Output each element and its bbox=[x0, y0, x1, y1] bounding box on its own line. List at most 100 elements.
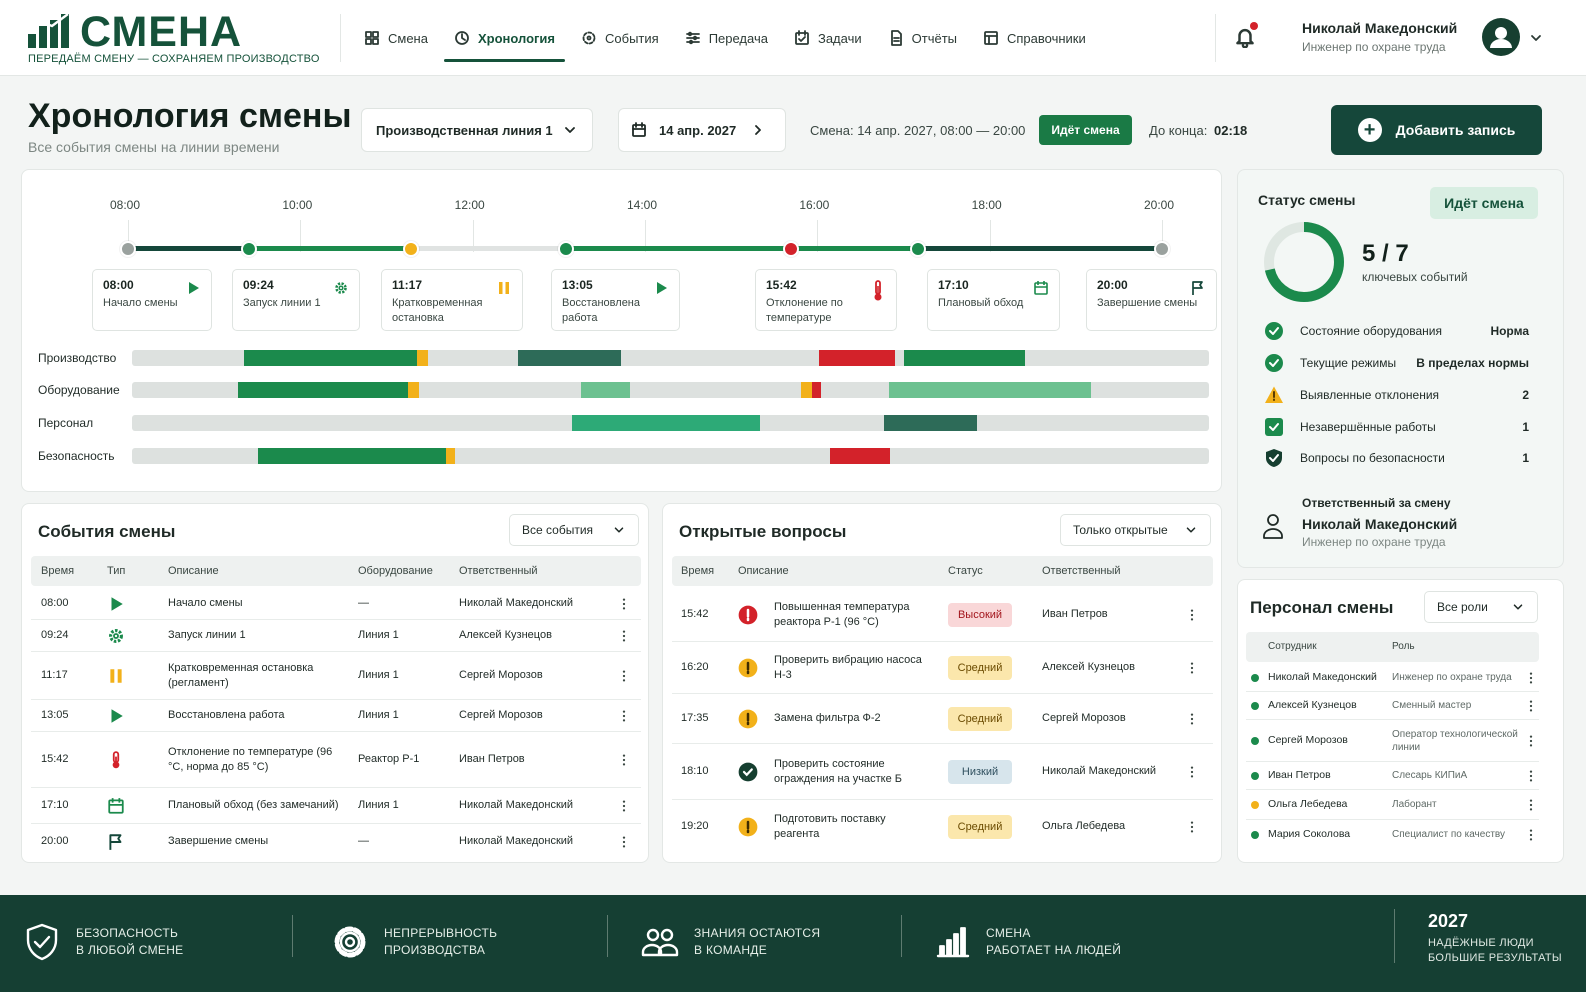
lane-bar[interactable] bbox=[884, 415, 978, 431]
table-row[interactable]: 18:10 Проверить состояние ограждения на у… bbox=[672, 744, 1213, 800]
table-row[interactable]: 19:20 Подготовить поставку реагента Средни… bbox=[672, 800, 1213, 854]
row-menu-button[interactable] bbox=[1185, 608, 1199, 622]
table-row[interactable]: 17:10 Плановый обход (без замечаний) Линия… bbox=[31, 788, 641, 824]
table-row[interactable]: Николай Македонский Инженер по охране тру… bbox=[1246, 664, 1539, 692]
table-row[interactable]: 20:00 Завершение смены — Николай Македонски… bbox=[31, 824, 641, 860]
timeline-event[interactable]: 20:00 Завершение смены bbox=[1086, 269, 1217, 331]
row-menu-button[interactable] bbox=[617, 669, 631, 683]
lane-bar[interactable] bbox=[830, 448, 891, 464]
event-type bbox=[107, 627, 125, 645]
lane-bar[interactable] bbox=[800, 382, 813, 398]
row-menu-button[interactable] bbox=[617, 753, 631, 767]
row-menu-button[interactable] bbox=[1185, 712, 1199, 726]
timeline-node[interactable] bbox=[120, 241, 136, 257]
play-icon bbox=[189, 282, 199, 294]
row-menu-button[interactable] bbox=[617, 629, 631, 643]
row-menu-button[interactable] bbox=[617, 835, 631, 849]
lane-label: Персонал bbox=[38, 416, 94, 430]
lane-bar[interactable] bbox=[244, 350, 418, 366]
nav-item-timeline[interactable]: Хронология bbox=[443, 0, 566, 76]
row-menu-button[interactable] bbox=[1185, 820, 1199, 834]
issue-description: Проверить вибрацию насоса Н-3 bbox=[774, 654, 922, 681]
footer-text: СМЕНА РАБОТАЕТ НА ЛЮДЕЙ bbox=[986, 926, 1122, 957]
row-menu-button[interactable] bbox=[1524, 699, 1538, 713]
timeline-node[interactable] bbox=[557, 241, 574, 257]
table-row[interactable]: 08:00 Начало смены — Николай Македонский bbox=[31, 588, 641, 620]
lane-bar[interactable] bbox=[888, 382, 1091, 398]
row-menu-button[interactable] bbox=[1524, 828, 1538, 842]
staff-name: Сергей Морозов bbox=[1268, 734, 1348, 746]
date-picker[interactable]: 14 апр. 2027 bbox=[618, 108, 786, 152]
row-menu-button[interactable] bbox=[1524, 769, 1538, 783]
timeline-event[interactable]: 13:05 Восстановлена работа bbox=[551, 269, 680, 331]
table-row[interactable]: 11:17 Кратковременная остановка (регламен… bbox=[31, 652, 641, 700]
row-menu-button[interactable] bbox=[617, 799, 631, 813]
lane-bar[interactable] bbox=[571, 415, 761, 431]
table-row[interactable]: Иван Петров Слесарь КИПиА bbox=[1246, 762, 1539, 790]
events-filter[interactable]: Все события bbox=[509, 514, 639, 546]
event-description: Начало смены bbox=[168, 597, 243, 609]
event-equipment: Реактор Р-1 bbox=[358, 753, 420, 765]
issue-time: 19:20 bbox=[681, 820, 709, 832]
chevron-right-icon[interactable] bbox=[750, 122, 766, 138]
table-row[interactable]: 15:42 Повышенная температура реактора Р-1… bbox=[672, 588, 1213, 642]
nav-item-shift[interactable]: Смена bbox=[354, 0, 438, 76]
lane-bar[interactable] bbox=[580, 382, 631, 398]
lane-bar[interactable] bbox=[818, 350, 895, 366]
timeline-event[interactable]: 17:10 Плановый обход bbox=[927, 269, 1060, 331]
table-row[interactable]: Ольга Лебедева Лаборант bbox=[1246, 790, 1539, 820]
row-menu-button[interactable] bbox=[1185, 661, 1199, 675]
table-row[interactable]: Мария Соколова Специалист по качеству bbox=[1246, 820, 1539, 850]
table-row[interactable]: 17:35 Замена фильтра Ф-2 Средний Сергей Мор… bbox=[672, 694, 1213, 744]
add-record-button[interactable]: + Добавить запись bbox=[1331, 105, 1542, 155]
timeline-segment bbox=[128, 246, 249, 251]
chevron-down-icon[interactable] bbox=[1528, 30, 1544, 46]
timeline-node[interactable] bbox=[783, 241, 800, 257]
nav-item-reference[interactable]: Справочники bbox=[973, 0, 1096, 76]
lane-bar[interactable] bbox=[257, 448, 447, 464]
calendar-icon bbox=[108, 798, 124, 814]
timeline-node[interactable] bbox=[402, 241, 419, 257]
lane-bar[interactable] bbox=[407, 382, 420, 398]
status-row: Вопросы по безопасности 1 bbox=[1264, 448, 1529, 468]
lane-bar[interactable] bbox=[237, 382, 408, 398]
timeline-event[interactable]: 08:00 Начало смены bbox=[92, 269, 212, 331]
timeline-event[interactable]: 15:42 Отклонение по температуре bbox=[755, 269, 897, 331]
nav-item-events[interactable]: События bbox=[571, 0, 669, 76]
status-row-value: 1 bbox=[1522, 451, 1529, 465]
lane-bar[interactable] bbox=[417, 350, 429, 366]
issues-filter[interactable]: Только открытые bbox=[1060, 514, 1211, 546]
lane-bar[interactable] bbox=[517, 350, 622, 366]
timeline-event[interactable]: 09:24 Запуск линии 1 bbox=[232, 269, 360, 331]
nav-item-transfer[interactable]: Передача bbox=[675, 0, 778, 76]
row-menu-button[interactable] bbox=[1524, 671, 1538, 685]
timeline-node[interactable] bbox=[1154, 241, 1170, 257]
column-header: Ответственный bbox=[1042, 565, 1121, 577]
line-select[interactable]: Производственная линия 1 bbox=[361, 108, 593, 152]
table-row[interactable]: 13:05 Восстановлена работа Линия 1 Сергей М… bbox=[31, 700, 641, 732]
nav-item-tasks[interactable]: Задачи bbox=[784, 0, 872, 76]
row-menu-button[interactable] bbox=[1524, 734, 1538, 748]
nav-item-reports[interactable]: Отчёты bbox=[878, 0, 967, 76]
play-icon bbox=[111, 709, 123, 723]
table-row[interactable]: 15:42 Отклонение по температуре (96 °C, н… bbox=[31, 732, 641, 788]
table-row[interactable]: 16:20 Проверить вибрацию насоса Н-3 Средни… bbox=[672, 642, 1213, 694]
staff-filter[interactable]: Все роли bbox=[1424, 591, 1538, 623]
notifications-button[interactable] bbox=[1234, 22, 1260, 52]
row-menu-button[interactable] bbox=[617, 709, 631, 723]
row-menu-button[interactable] bbox=[617, 597, 631, 611]
timeline-event[interactable]: 11:17 Кратковременная остановка bbox=[381, 269, 523, 331]
lane-bar[interactable] bbox=[812, 382, 822, 398]
avatar[interactable] bbox=[1482, 18, 1520, 56]
user-role: Инженер по охране труда bbox=[1302, 40, 1446, 54]
table-row[interactable]: 09:24 Запуск линии 1 Линия 1 Алексей Кузнец… bbox=[31, 620, 641, 652]
lane-bar[interactable] bbox=[903, 350, 1025, 366]
event-responsible: Сергей Морозов bbox=[459, 669, 543, 681]
row-menu-button[interactable] bbox=[1524, 798, 1538, 812]
table-row[interactable]: Алексей Кузнецов Сменный мастер bbox=[1246, 692, 1539, 720]
row-menu-button[interactable] bbox=[1185, 765, 1199, 779]
timeline-node[interactable] bbox=[910, 241, 927, 257]
timeline-node[interactable] bbox=[240, 241, 257, 257]
table-row[interactable]: Сергей Морозов Оператор технологической л… bbox=[1246, 720, 1539, 762]
lane-bar[interactable] bbox=[446, 448, 456, 464]
